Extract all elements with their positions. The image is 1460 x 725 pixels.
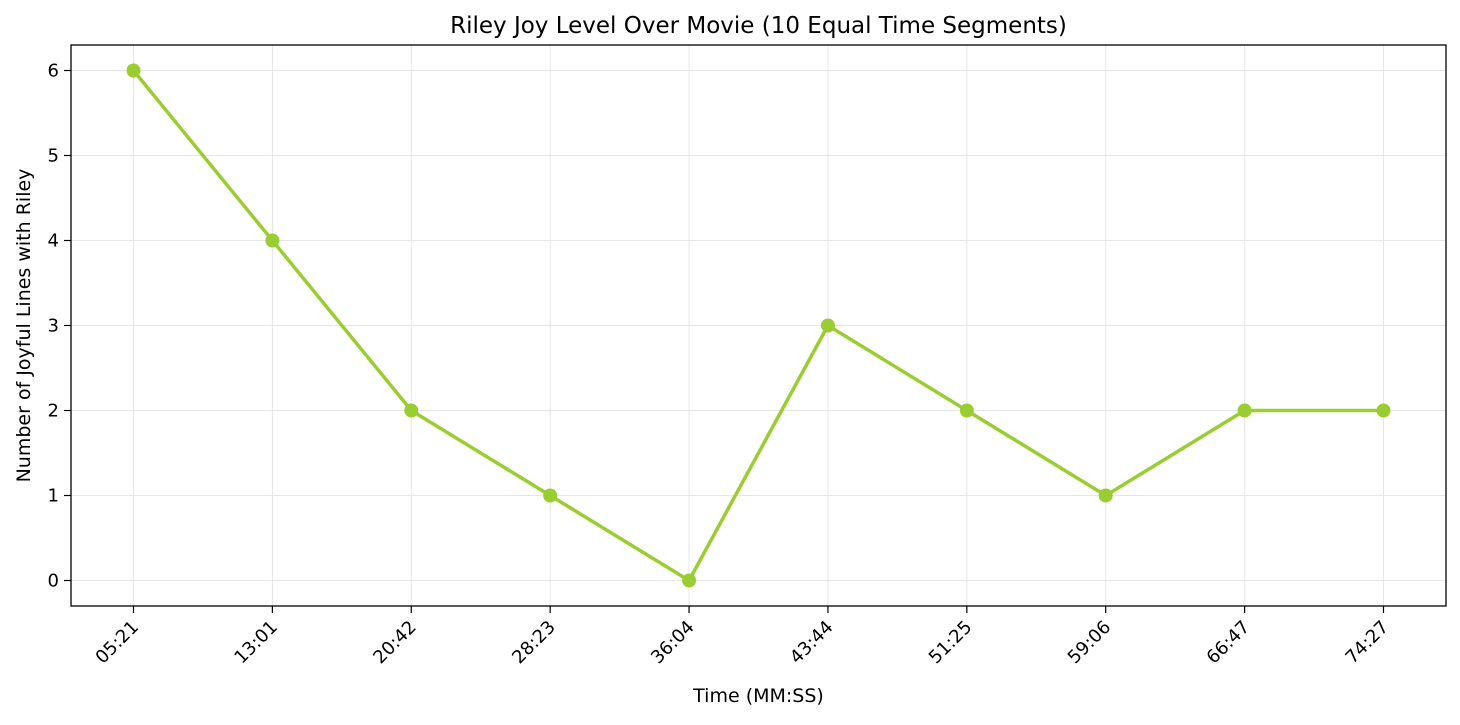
x-tick-label: 59:06 — [1064, 617, 1116, 669]
y-tick-label: 4 — [48, 231, 59, 252]
series-line — [131, 68, 1386, 583]
data-series — [126, 63, 1391, 588]
tick-labels: 05:21 13:01 20:42 28:23 36:04 43:44 51:25 59:06… — [48, 61, 1393, 669]
data-point — [959, 403, 974, 418]
y-axis-label: Number of Joyful Lines with Riley — [13, 169, 35, 483]
data-point — [820, 318, 835, 333]
data-point — [1098, 488, 1113, 503]
x-tick-label: 51:25 — [925, 617, 977, 669]
data-point — [404, 403, 419, 418]
axes — [64, 44, 1447, 613]
y-tick-label: 0 — [48, 571, 59, 592]
x-tick-label: 13:01 — [230, 617, 282, 669]
y-tick-label: 5 — [48, 146, 59, 167]
y-tick-label: 2 — [48, 401, 59, 422]
x-tick-label: 36:04 — [647, 617, 699, 669]
plot-frame — [70, 44, 1447, 607]
x-tick-label: 74:27 — [1342, 617, 1394, 669]
x-axis-label: Time (MM:SS) — [692, 685, 824, 707]
data-point — [1376, 403, 1391, 418]
data-point — [543, 488, 558, 503]
y-tick-label: 1 — [48, 486, 59, 507]
data-point — [265, 233, 280, 248]
x-tick-label: 43:44 — [786, 617, 838, 669]
x-tick-label: 66:47 — [1203, 617, 1255, 669]
data-point — [682, 573, 697, 588]
y-tick-label: 3 — [48, 316, 59, 337]
x-tick-label: 20:42 — [369, 617, 421, 669]
x-tick-label: 05:21 — [92, 617, 144, 669]
chart-title: Riley Joy Level Over Movie (10 Equal Tim… — [450, 13, 1067, 39]
data-point — [126, 63, 141, 78]
y-tick-label: 6 — [48, 61, 59, 82]
data-point — [1237, 403, 1252, 418]
x-tick-label: 28:23 — [508, 617, 560, 669]
grid-lines — [71, 45, 1446, 606]
